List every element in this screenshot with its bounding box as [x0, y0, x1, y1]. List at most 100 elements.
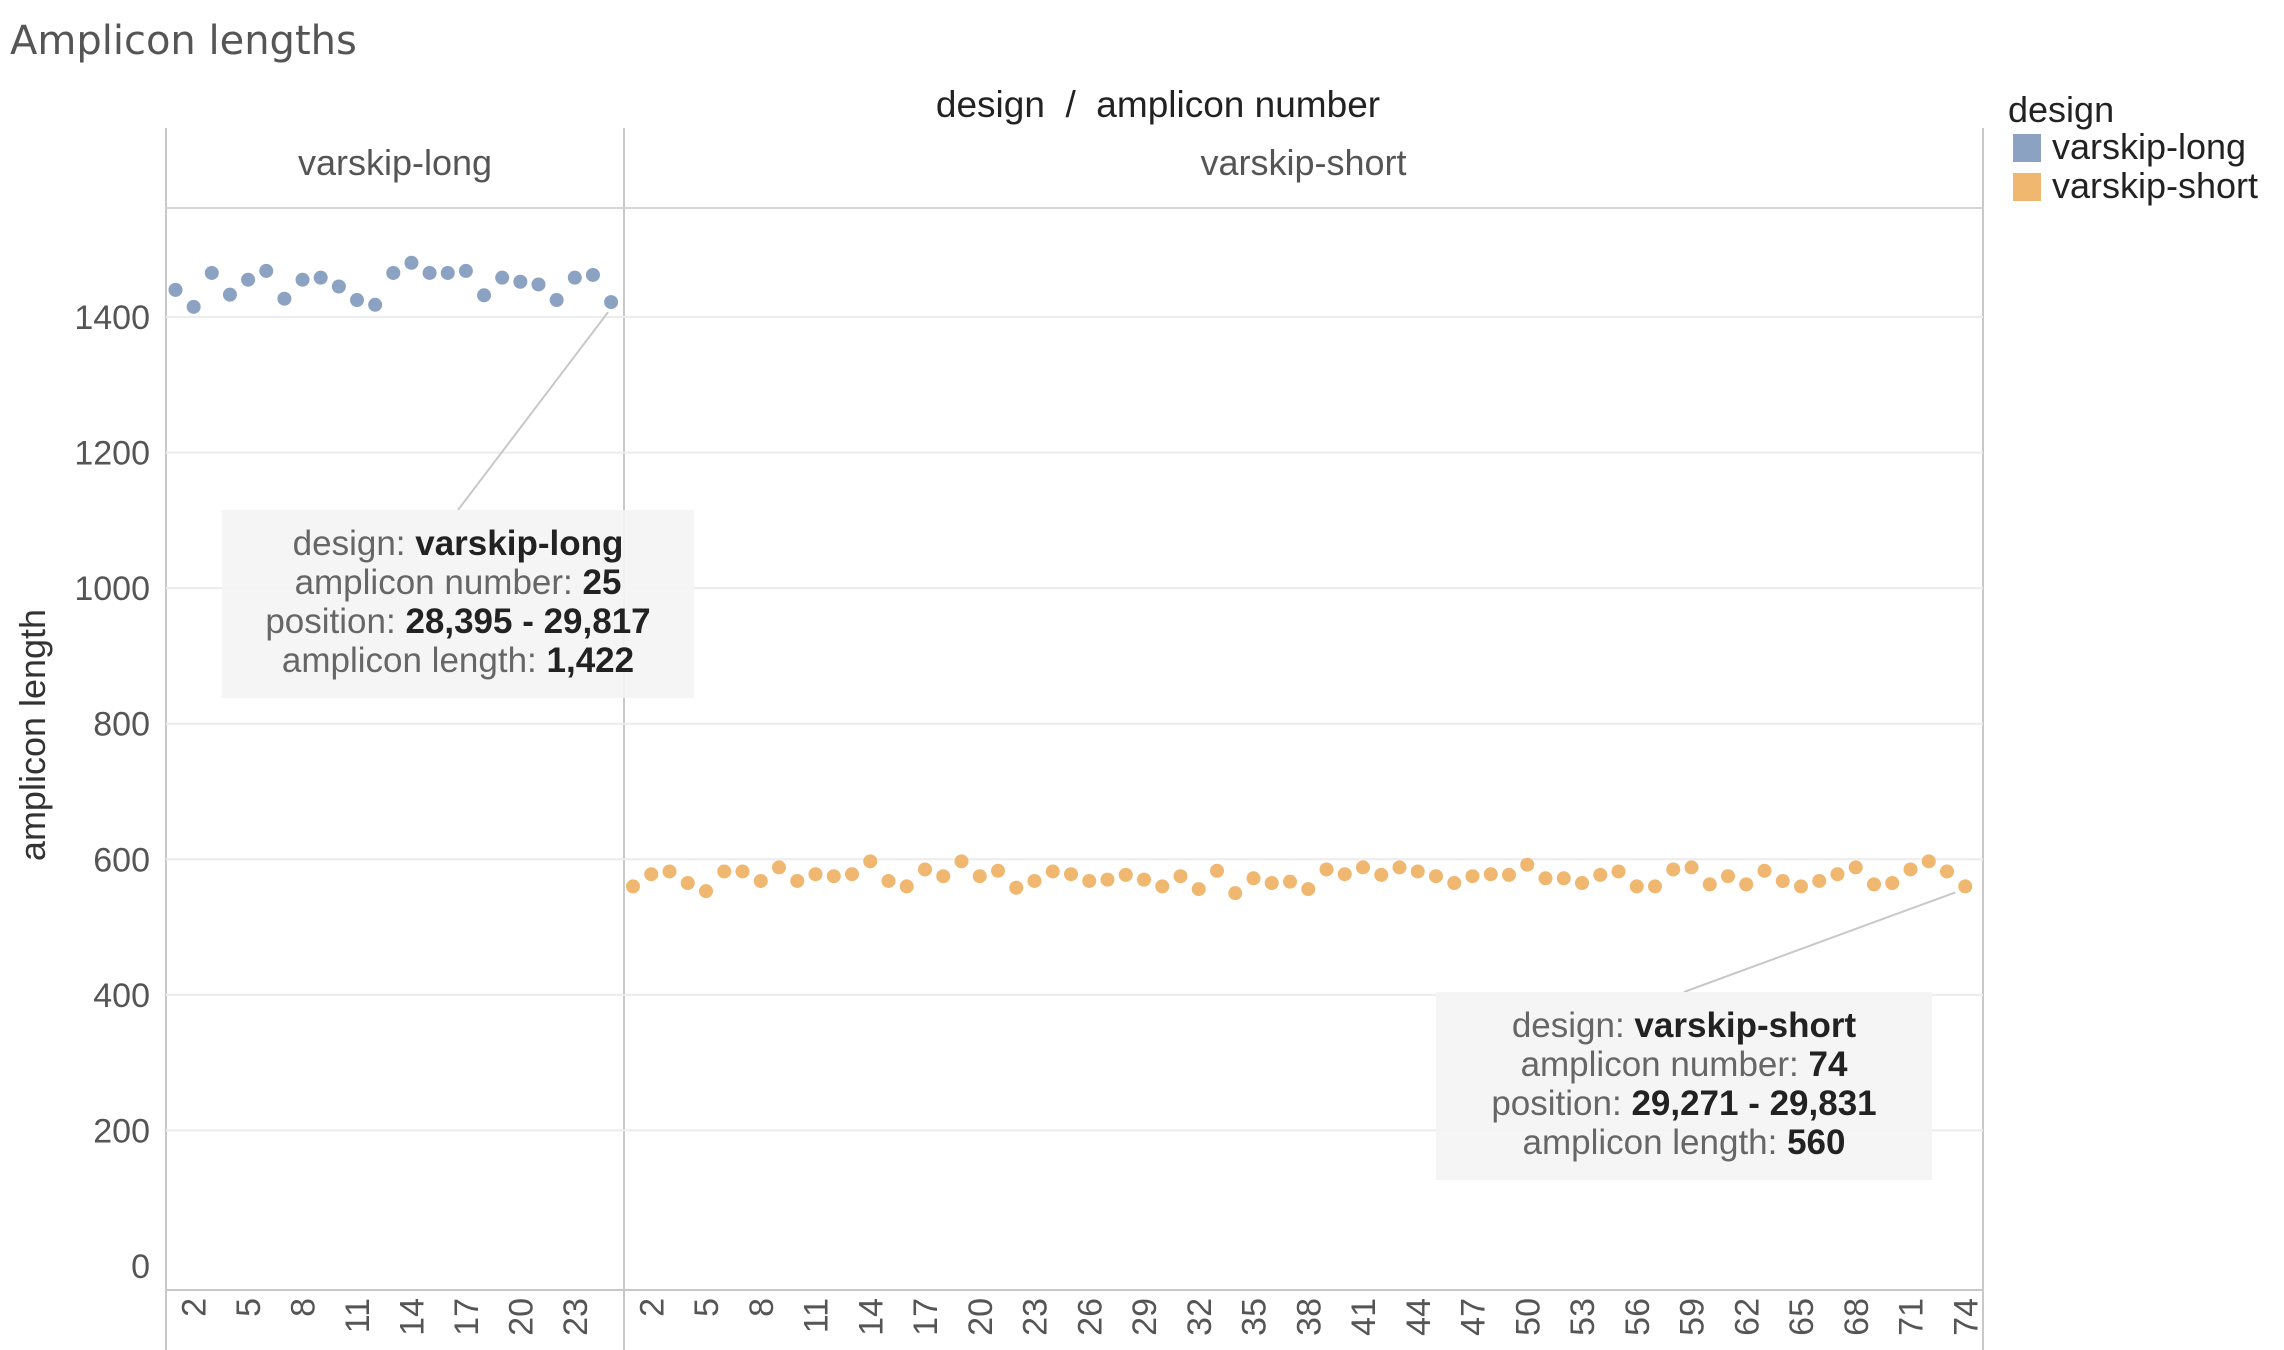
- data-point-varskip-short-5[interactable]: [699, 884, 713, 899]
- data-point-varskip-long-1[interactable]: [168, 282, 183, 297]
- data-point-varskip-long-16[interactable]: [440, 265, 455, 280]
- data-point-varskip-short-43[interactable]: [1392, 860, 1407, 875]
- data-point-varskip-short-16[interactable]: [899, 879, 914, 894]
- data-point-varskip-long-15[interactable]: [422, 265, 437, 280]
- data-point-varskip-short-25[interactable]: [1064, 867, 1078, 882]
- data-point-varskip-short-65[interactable]: [1794, 879, 1808, 894]
- data-point-varskip-short-9[interactable]: [772, 860, 786, 875]
- data-point-varskip-short-18[interactable]: [936, 869, 951, 884]
- data-point-varskip-long-25[interactable]: [604, 295, 619, 310]
- data-point-varskip-long-14[interactable]: [404, 255, 419, 270]
- data-point-varskip-short-21[interactable]: [991, 863, 1005, 878]
- data-point-varskip-long-23[interactable]: [567, 270, 582, 285]
- data-point-varskip-short-70[interactable]: [1885, 876, 1900, 891]
- data-point-varskip-short-28[interactable]: [1118, 867, 1133, 882]
- data-point-varskip-short-45[interactable]: [1429, 869, 1443, 884]
- data-point-varskip-long-12[interactable]: [368, 297, 383, 312]
- data-point-varskip-short-52[interactable]: [1556, 871, 1571, 886]
- data-point-varskip-short-4[interactable]: [680, 876, 695, 891]
- data-point-varskip-short-74[interactable]: [1958, 879, 1973, 894]
- data-point-varskip-long-7[interactable]: [277, 291, 292, 306]
- data-point-varskip-short-19[interactable]: [954, 854, 969, 869]
- data-point-varskip-short-11[interactable]: [808, 867, 823, 882]
- data-point-varskip-short-54[interactable]: [1593, 867, 1608, 882]
- data-point-varskip-short-27[interactable]: [1100, 872, 1115, 887]
- data-point-varskip-short-29[interactable]: [1137, 872, 1151, 887]
- data-point-varskip-long-18[interactable]: [477, 288, 492, 303]
- data-point-varskip-short-53[interactable]: [1575, 876, 1589, 891]
- data-point-varskip-short-38[interactable]: [1301, 882, 1316, 897]
- data-point-varskip-long-13[interactable]: [386, 265, 401, 280]
- data-point-varskip-short-17[interactable]: [918, 862, 932, 877]
- data-point-varskip-long-5[interactable]: [241, 272, 256, 287]
- data-point-varskip-short-1[interactable]: [626, 879, 640, 894]
- data-point-varskip-short-41[interactable]: [1356, 860, 1370, 875]
- data-point-varskip-long-24[interactable]: [585, 267, 600, 282]
- data-point-varskip-short-67[interactable]: [1830, 867, 1845, 882]
- data-point-varskip-short-72[interactable]: [1921, 854, 1936, 869]
- data-point-varskip-short-8[interactable]: [753, 873, 768, 888]
- data-point-varskip-short-2[interactable]: [644, 867, 659, 882]
- data-point-varskip-short-51[interactable]: [1538, 871, 1553, 886]
- data-point-varskip-short-13[interactable]: [845, 867, 859, 882]
- data-point-varskip-long-9[interactable]: [313, 270, 328, 285]
- data-point-varskip-short-62[interactable]: [1739, 877, 1754, 892]
- data-point-varskip-short-31[interactable]: [1173, 869, 1188, 884]
- data-point-varskip-short-36[interactable]: [1264, 876, 1279, 891]
- data-point-varskip-short-35[interactable]: [1246, 871, 1261, 886]
- data-point-varskip-short-64[interactable]: [1775, 873, 1790, 888]
- data-point-varskip-short-59[interactable]: [1684, 860, 1699, 875]
- data-point-varskip-long-19[interactable]: [495, 270, 510, 285]
- data-point-varskip-short-44[interactable]: [1410, 864, 1425, 879]
- data-point-varskip-short-42[interactable]: [1374, 867, 1389, 882]
- data-point-varskip-long-11[interactable]: [350, 293, 364, 308]
- data-point-varskip-short-50[interactable]: [1520, 857, 1535, 872]
- data-point-varskip-short-39[interactable]: [1319, 862, 1334, 877]
- data-point-varskip-short-46[interactable]: [1447, 876, 1462, 891]
- data-point-varskip-short-23[interactable]: [1027, 873, 1042, 888]
- data-point-varskip-short-10[interactable]: [790, 873, 805, 888]
- data-point-varskip-short-15[interactable]: [881, 873, 896, 888]
- data-point-varskip-short-55[interactable]: [1611, 864, 1626, 879]
- data-point-varskip-short-6[interactable]: [717, 864, 732, 879]
- data-point-varskip-long-10[interactable]: [331, 279, 346, 294]
- data-point-varskip-short-56[interactable]: [1629, 879, 1644, 894]
- data-point-varskip-short-66[interactable]: [1812, 873, 1827, 888]
- legend-item-varskip-long[interactable]: varskip-long: [2013, 126, 2246, 167]
- data-point-varskip-long-8[interactable]: [295, 272, 310, 287]
- data-point-varskip-short-20[interactable]: [972, 869, 987, 884]
- data-point-varskip-short-57[interactable]: [1648, 879, 1662, 894]
- data-point-varskip-short-37[interactable]: [1283, 874, 1297, 889]
- data-point-varskip-short-7[interactable]: [735, 864, 750, 879]
- data-point-varskip-short-61[interactable]: [1721, 869, 1735, 884]
- data-point-varskip-short-63[interactable]: [1757, 863, 1772, 878]
- data-point-varskip-short-12[interactable]: [826, 869, 841, 884]
- data-point-varskip-short-69[interactable]: [1867, 877, 1881, 892]
- data-point-varskip-short-34[interactable]: [1228, 886, 1243, 901]
- data-point-varskip-short-71[interactable]: [1903, 862, 1918, 877]
- data-point-varskip-long-2[interactable]: [186, 299, 201, 314]
- data-point-varskip-long-21[interactable]: [531, 277, 546, 292]
- data-point-varskip-short-14[interactable]: [863, 854, 878, 869]
- data-point-varskip-short-24[interactable]: [1045, 864, 1060, 879]
- data-point-varskip-long-6[interactable]: [259, 263, 274, 278]
- data-point-varskip-long-3[interactable]: [204, 265, 219, 280]
- data-point-varskip-short-47[interactable]: [1465, 869, 1480, 884]
- data-point-varskip-long-4[interactable]: [222, 287, 237, 302]
- data-point-varskip-long-17[interactable]: [458, 263, 473, 278]
- data-point-varskip-long-22[interactable]: [549, 293, 564, 308]
- data-point-varskip-short-40[interactable]: [1337, 867, 1352, 882]
- data-point-varskip-short-48[interactable]: [1483, 867, 1498, 882]
- data-point-varskip-short-60[interactable]: [1702, 877, 1717, 892]
- data-point-varskip-long-20[interactable]: [513, 274, 528, 289]
- data-point-varskip-short-68[interactable]: [1848, 860, 1863, 875]
- data-point-varskip-short-33[interactable]: [1210, 863, 1224, 878]
- data-point-varskip-short-49[interactable]: [1502, 867, 1516, 882]
- data-point-varskip-short-3[interactable]: [662, 864, 677, 879]
- data-point-varskip-short-58[interactable]: [1666, 862, 1681, 877]
- data-point-varskip-short-32[interactable]: [1191, 882, 1206, 897]
- data-point-varskip-short-26[interactable]: [1082, 873, 1097, 888]
- data-point-varskip-short-73[interactable]: [1940, 864, 1954, 879]
- data-point-varskip-short-30[interactable]: [1155, 879, 1170, 894]
- data-point-varskip-short-22[interactable]: [1009, 880, 1024, 895]
